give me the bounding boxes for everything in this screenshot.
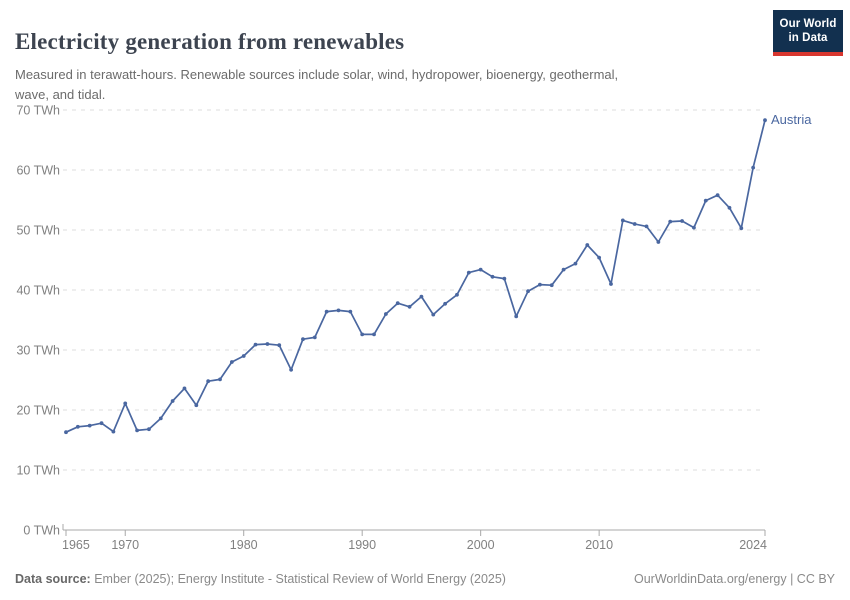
data-point <box>692 225 696 230</box>
data-point <box>170 399 175 403</box>
data-point <box>253 342 258 347</box>
data-point <box>466 270 471 275</box>
data-point <box>703 198 708 203</box>
entity-label-austria[interactable]: Austria <box>771 112 812 127</box>
data-point <box>158 416 163 421</box>
data-point <box>265 342 270 346</box>
data-point <box>585 243 590 247</box>
data-point <box>75 424 80 429</box>
chart-footer: Data source: Ember (2025); Energy Instit… <box>15 572 835 586</box>
data-point <box>182 386 187 391</box>
data-point <box>64 430 68 435</box>
y-axis-label: 60 TWh <box>16 164 60 178</box>
data-point <box>751 165 756 170</box>
data-point <box>632 222 637 226</box>
data-point <box>644 224 649 229</box>
data-point <box>478 267 483 272</box>
y-axis-label: 0 TWh <box>23 524 60 538</box>
y-axis-label: 40 TWh <box>16 284 60 298</box>
x-axis-label: 1970 <box>111 538 139 552</box>
y-axis-label: 50 TWh <box>16 224 60 238</box>
x-axis-label: 1990 <box>348 538 376 552</box>
data-source-label: Data source: <box>15 572 91 586</box>
data-point <box>431 312 436 317</box>
data-point <box>609 282 613 286</box>
data-source-text: Ember (2025); Energy Institute - Statist… <box>90 572 506 586</box>
data-point <box>289 367 294 372</box>
chart-subtitle-line2: wave, and tidal. <box>15 87 106 103</box>
data-point <box>680 219 684 223</box>
y-axis-label: 10 TWh <box>16 464 60 478</box>
data-point <box>514 314 519 319</box>
data-point <box>407 304 412 309</box>
x-axis-label: 1965 <box>62 538 90 552</box>
data-point <box>739 226 744 231</box>
data-point <box>348 309 353 314</box>
data-point <box>727 205 732 210</box>
data-point <box>229 360 234 364</box>
data-point <box>111 429 116 434</box>
y-axis-label: 20 TWh <box>16 404 60 418</box>
data-point <box>147 427 151 432</box>
data-source-note: Data source: Ember (2025); Energy Instit… <box>15 572 506 586</box>
data-point <box>597 255 602 260</box>
data-point <box>490 274 495 279</box>
chart-title: Electricity generation from renewables <box>15 29 405 55</box>
data-point <box>372 332 376 337</box>
owid-logo-line2: in Data <box>788 32 828 44</box>
data-point <box>668 219 673 224</box>
data-point <box>656 240 661 244</box>
data-point <box>763 118 767 123</box>
data-point <box>549 283 554 288</box>
data-point <box>573 261 578 266</box>
data-point <box>526 289 530 294</box>
data-point <box>620 218 625 223</box>
data-point <box>135 428 139 433</box>
data-point <box>383 312 388 316</box>
attribution-link[interactable]: OurWorldinData.org/energy | CC BY <box>633 572 835 586</box>
data-point <box>218 377 222 382</box>
x-axis-label: 1980 <box>230 538 258 552</box>
owid-logo[interactable]: Our World in Data <box>773 10 843 56</box>
data-point <box>99 421 104 426</box>
data-point <box>715 193 720 198</box>
data-point <box>194 403 199 408</box>
data-point <box>312 335 317 340</box>
chart-subtitle-line1: Measured in terawatt-hours. Renewable so… <box>15 67 619 82</box>
data-point <box>277 343 282 348</box>
data-point <box>241 354 246 358</box>
data-point <box>87 423 92 428</box>
x-axis-label: 2024 <box>739 538 767 552</box>
data-point <box>561 267 566 272</box>
chart-subtitle: Measured in terawatt-hours. Renewable so… <box>15 65 755 105</box>
series-line-austria <box>65 119 766 434</box>
data-point <box>206 379 211 384</box>
data-point <box>455 292 459 297</box>
data-point <box>336 308 341 313</box>
y-axis-label: 70 TWh <box>16 104 60 118</box>
data-point <box>443 301 448 306</box>
owid-logo-line1: Our World <box>779 17 837 30</box>
data-point <box>360 332 365 337</box>
x-axis-label: 2000 <box>467 538 495 552</box>
data-point <box>537 282 542 287</box>
data-point <box>419 294 424 299</box>
x-axis-label: 2010 <box>585 538 613 552</box>
data-point <box>502 276 507 281</box>
y-axis-label: 30 TWh <box>16 344 60 358</box>
data-point <box>123 401 128 406</box>
data-point <box>324 309 329 314</box>
data-point <box>395 301 400 306</box>
data-point <box>301 337 305 342</box>
